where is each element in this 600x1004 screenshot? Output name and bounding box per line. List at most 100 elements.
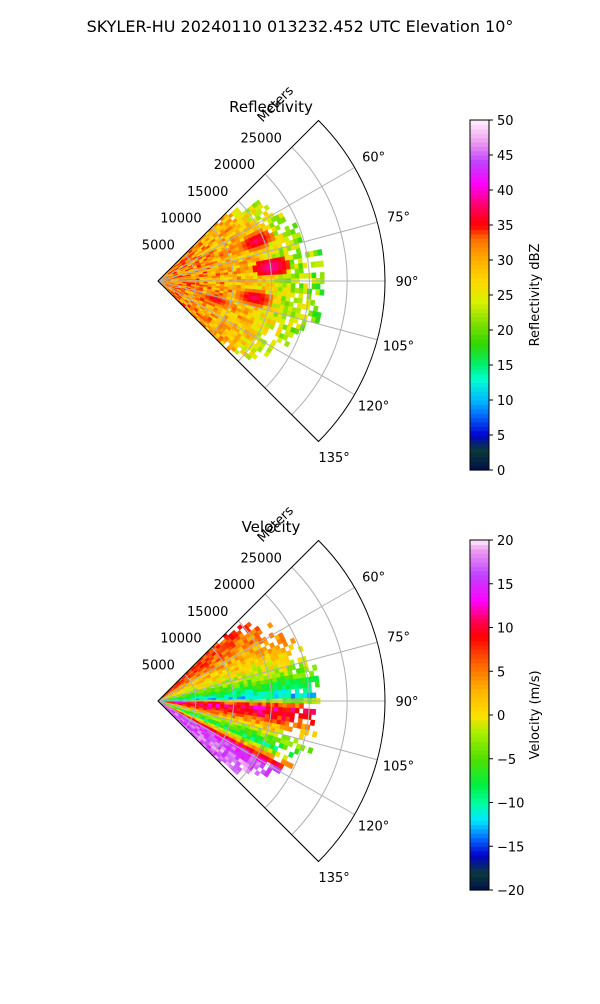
colorbar-segment <box>470 308 489 313</box>
colorbar-segment <box>470 575 489 580</box>
radar-cell <box>288 726 293 732</box>
radar-cell <box>283 703 287 708</box>
colorbar-segment <box>470 409 489 414</box>
colorbar-segment <box>470 741 489 746</box>
radar-cell <box>241 705 245 708</box>
colorbar-segment <box>470 286 489 291</box>
radar-cell <box>245 690 250 694</box>
radar-cell <box>277 262 282 267</box>
colorbar-tick-label: 45 <box>497 149 514 164</box>
radar-cell <box>274 291 279 296</box>
radar-cell <box>254 770 260 776</box>
colorbar-segment <box>470 566 489 571</box>
radar-cell <box>237 697 241 700</box>
colorbar-segment <box>470 851 489 856</box>
radar-cell <box>253 286 257 290</box>
range-tick-label: 5000 <box>142 658 175 673</box>
azimuth-tick-label: 135° <box>318 451 349 466</box>
radar-cell <box>309 671 314 677</box>
radar-cell <box>279 275 283 279</box>
radar-cell <box>278 270 283 275</box>
colorbar-segment <box>470 597 489 602</box>
range-tick-label: 15000 <box>187 185 228 200</box>
colorbar-segment <box>470 383 489 388</box>
colorbar-segment <box>470 124 489 129</box>
radar-cell <box>265 263 270 267</box>
colorbar-tick-label: 35 <box>497 219 514 234</box>
radar-cell <box>299 704 303 709</box>
radar-cell <box>270 703 274 707</box>
colorbar-segment <box>470 750 489 755</box>
colorbar-segment <box>470 243 489 248</box>
radar-cell <box>274 686 279 691</box>
colorbar-segment <box>470 326 489 331</box>
colorbar-segment <box>470 404 489 409</box>
colorbar-segment <box>470 339 489 344</box>
colorbar-segment <box>470 579 489 584</box>
radar-cell <box>278 266 283 271</box>
radar-cell <box>241 696 245 699</box>
radar-cell <box>274 271 278 275</box>
radar-cell <box>285 297 290 302</box>
azimuth-tick-label: 75° <box>387 631 410 646</box>
colorbar-segment <box>470 549 489 554</box>
radar-cell <box>286 712 291 717</box>
radar-cell <box>312 284 316 290</box>
colorbar-segment <box>470 649 489 654</box>
colorbar-segment <box>470 317 489 322</box>
radar-cell <box>245 276 249 279</box>
radar-cell <box>295 689 300 694</box>
radar-cell <box>288 644 294 650</box>
colorbar-segment <box>470 361 489 366</box>
colorbar-segment <box>470 269 489 274</box>
colorbar-segment <box>470 754 489 759</box>
radar-cell <box>241 270 246 273</box>
radar-cell <box>265 710 270 714</box>
colorbar-tick-label: 50 <box>497 114 514 129</box>
radar-cell <box>262 283 266 287</box>
radar-cell <box>298 263 303 269</box>
colorbar-segment <box>470 772 489 777</box>
radar-cell <box>266 707 270 711</box>
radar-cell <box>229 695 233 698</box>
colorbar-segment <box>470 842 489 847</box>
radar-cell <box>308 273 312 279</box>
radar-cell <box>313 306 318 312</box>
radar-cell <box>262 272 267 276</box>
radar-cell <box>316 312 321 318</box>
colorbar-segment <box>470 120 489 125</box>
radar-cell <box>274 691 278 695</box>
radar-cell <box>303 289 308 295</box>
radar-cell <box>295 288 300 293</box>
azimuth-tick-label: 105° <box>383 339 414 354</box>
colorbar-segment <box>470 759 489 764</box>
radar-cell <box>319 261 324 267</box>
radar-cell <box>287 288 292 293</box>
radar-cell <box>229 275 233 278</box>
radar-cell <box>261 688 266 692</box>
radar-cell <box>270 695 274 699</box>
azimuth-tick-label: 60° <box>362 571 385 586</box>
radar-cell <box>298 293 303 299</box>
radar-cell <box>229 697 233 700</box>
colorbar-segment <box>470 129 489 134</box>
colorbar-segment <box>470 400 489 405</box>
colorbar-segment <box>470 457 489 462</box>
colorbar-segment <box>470 737 489 742</box>
colorbar-segment <box>470 789 489 794</box>
radar-cell <box>257 688 262 692</box>
radar-cell <box>249 689 254 693</box>
colorbar-segment <box>470 295 489 300</box>
colorbar-tick-label: 20 <box>497 324 514 339</box>
colorbar-segment <box>470 212 489 217</box>
radar-cell <box>297 253 302 259</box>
radar-cell <box>291 274 295 279</box>
radar-cell <box>270 711 275 715</box>
colorbar-segment <box>470 698 489 703</box>
radar-cell <box>284 341 290 347</box>
colorbar-segment <box>470 689 489 694</box>
radar-cell <box>290 638 296 644</box>
radar-cell <box>265 687 270 691</box>
radar-cell <box>245 273 249 276</box>
